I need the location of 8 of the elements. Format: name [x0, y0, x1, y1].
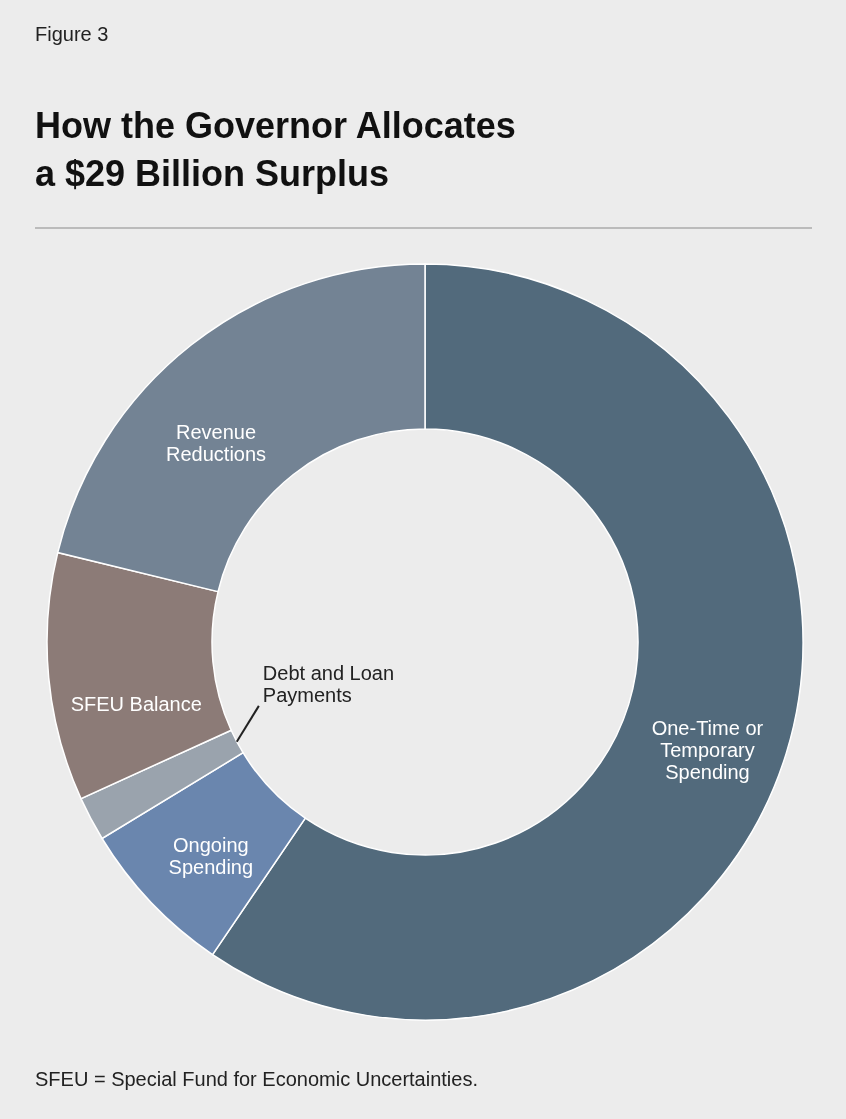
slice-label: Ongoing Spending	[168, 833, 254, 878]
slice-label: SFEU Balance	[70, 692, 202, 715]
chart-title: How the Governor Allocates a $29 Billion Surplus	[35, 105, 516, 194]
slice-label: One-Time or Temporary Spending	[651, 716, 764, 783]
slice-label: Debt and Loan Payments	[262, 661, 395, 706]
text: SFEU = Special Fund for Economic Uncertainties.	[35, 1068, 478, 1090]
slice-label: Revenue Reductions	[166, 421, 267, 466]
caption: Figure 3	[35, 23, 109, 45]
